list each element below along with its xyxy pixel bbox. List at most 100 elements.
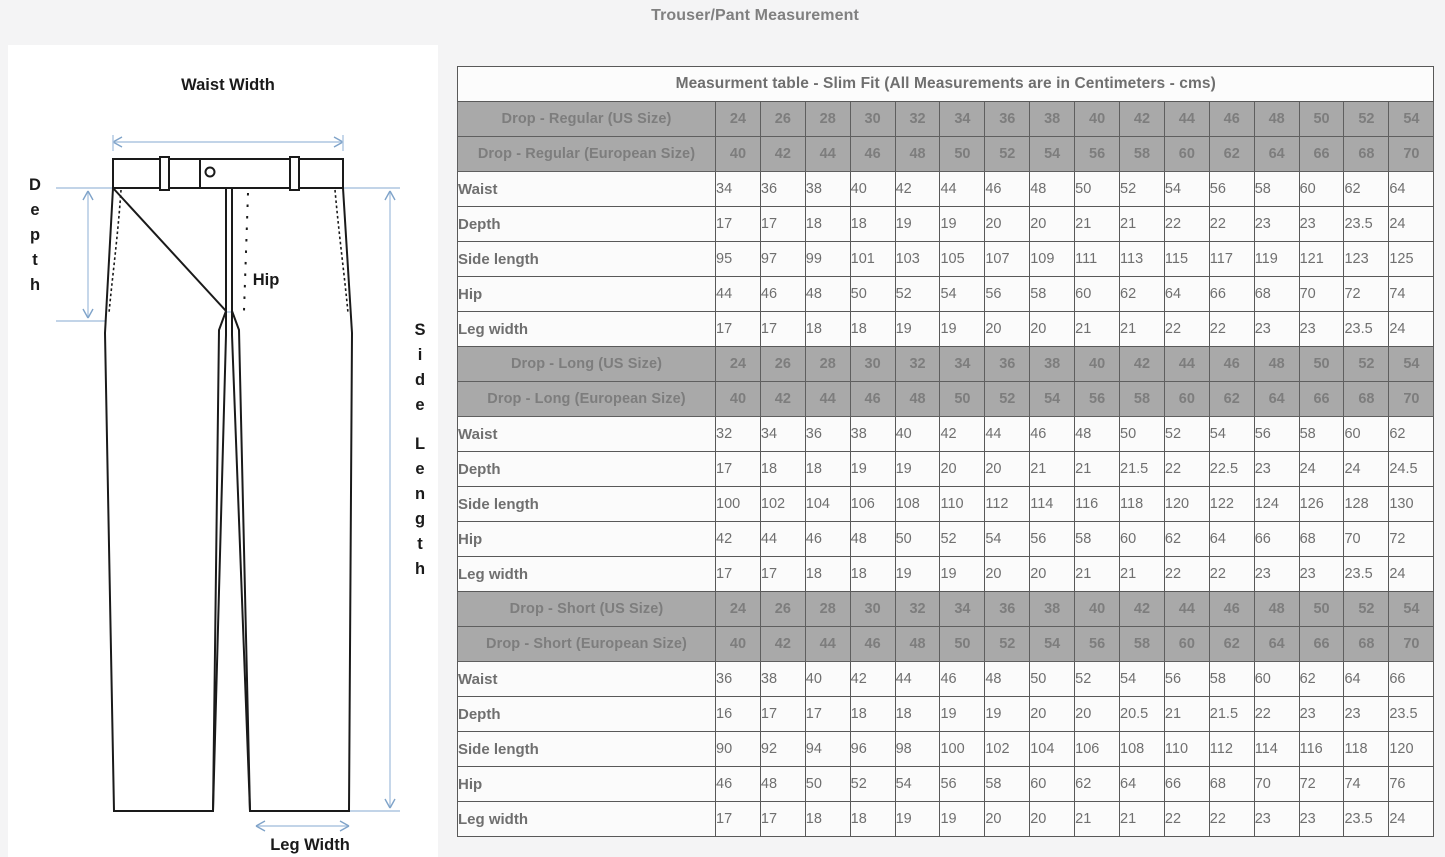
stacked-letter: g <box>415 510 425 528</box>
header-row-regular-us: Drop - Regular (US Size) 24 26 28 30 32 34 36 38… <box>457 101 1435 137</box>
header-size-cell: 54 <box>1388 101 1435 137</box>
header-size-cell: 54 <box>1029 136 1076 172</box>
measurement-cell: 112 <box>984 486 1031 522</box>
measurement-cell: 17 <box>759 206 806 242</box>
measurement-cell: 22 <box>1163 206 1210 242</box>
measurement-cell: 90 <box>715 731 761 767</box>
row-label: Hip <box>457 521 716 557</box>
header-size-cell: 40 <box>715 381 761 417</box>
measurement-cell: 19 <box>939 311 986 347</box>
measurement-cell: 104 <box>1029 731 1076 767</box>
measurement-cell: 101 <box>849 241 896 277</box>
measurement-cell: 95 <box>715 241 761 277</box>
table-row: Waist 32 34 36 38 40 42 44 46 48 50 52 54 56 58 60 62 <box>457 416 1435 452</box>
measurement-cell: 17 <box>715 206 761 242</box>
header-size-cell: 38 <box>1029 101 1076 137</box>
measurement-cell: 23.5 <box>1343 801 1390 837</box>
measurement-cell: 16 <box>715 696 761 732</box>
measurement-cell: 46 <box>1029 416 1076 452</box>
measurement-cell: 20 <box>939 451 986 487</box>
measurement-cell: 96 <box>849 731 896 767</box>
measurement-cell: 40 <box>804 661 851 697</box>
label-waist-width: Waist Width <box>181 76 275 94</box>
measurement-cell: 20 <box>1074 696 1121 732</box>
measurement-cell: 70 <box>1253 766 1300 802</box>
row-label: Leg width <box>457 801 716 837</box>
header-size-cell: 28 <box>804 591 851 627</box>
measurement-cell: 64 <box>1208 521 1255 557</box>
header-size-cell: 60 <box>1163 381 1210 417</box>
measurement-cell: 38 <box>804 171 851 207</box>
measurement-cell: 92 <box>759 731 806 767</box>
measurement-cell: 23 <box>1253 206 1300 242</box>
measurement-cell: 50 <box>1074 171 1121 207</box>
header-size-cell: 46 <box>1208 101 1255 137</box>
table-row: Waist 34 36 38 40 42 44 46 48 50 52 54 56 58 60 62 64 <box>457 171 1435 207</box>
measurement-cell: 68 <box>1253 276 1300 312</box>
page-title: Trouser/Pant Measurement <box>651 7 859 24</box>
measurement-cell: 62 <box>1298 661 1345 697</box>
row-label: Leg width <box>457 311 716 347</box>
header-size-cell: 46 <box>1208 591 1255 627</box>
row-label: Waist <box>457 171 716 207</box>
measurement-cell: 23 <box>1253 801 1300 837</box>
header-size-cell: 44 <box>1163 101 1210 137</box>
measurement-cell: 110 <box>1163 731 1210 767</box>
measurement-cell: 18 <box>759 451 806 487</box>
measurement-cell: 46 <box>984 171 1031 207</box>
header-size-cell: 34 <box>939 591 986 627</box>
measurement-cell: 19 <box>939 696 986 732</box>
measurement-cell: 44 <box>715 276 761 312</box>
header-size-cell: 50 <box>939 136 986 172</box>
table-row: Leg width 17 17 18 18 19 19 20 20 21 21 22 22 23 23 23.… <box>457 311 1435 347</box>
row-label: Hip <box>457 766 716 802</box>
measurement-cell: 18 <box>804 206 851 242</box>
measurement-cell: 50 <box>804 766 851 802</box>
header-size-cell: 40 <box>1074 346 1121 382</box>
measurement-cell: 21.5 <box>1119 451 1165 487</box>
measurement-cell: 21 <box>1074 801 1121 837</box>
measurement-cell: 23 <box>1253 556 1300 592</box>
stacked-letter: e <box>415 460 424 478</box>
measurement-cell: 60 <box>1298 171 1345 207</box>
table-row: Waist 36 38 40 42 44 46 48 50 52 54 56 58 60 62 64 66 <box>457 661 1435 697</box>
measurement-cell: 22 <box>1208 206 1255 242</box>
measurement-cell: 50 <box>1119 416 1165 452</box>
measurement-cell: 58 <box>984 766 1031 802</box>
measurement-cell: 66 <box>1208 276 1255 312</box>
measurement-cell: 21 <box>1029 451 1076 487</box>
measurement-cell: 44 <box>759 521 806 557</box>
measurement-cell: 100 <box>939 731 986 767</box>
button-icon <box>199 159 216 188</box>
measurement-cell: 70 <box>1298 276 1345 312</box>
measurement-cell: 98 <box>894 731 941 767</box>
table-row: Depth 17 17 18 18 19 19 20 20 21 21 22 22 23 23 23.5 24 <box>457 206 1435 242</box>
header-row-regular-eu: Drop - Regular (European Size) 40 42 44 46 48… <box>457 136 1435 172</box>
measurement-cell: 64 <box>1388 171 1435 207</box>
measurement-cell: 106 <box>849 486 896 522</box>
header-size-cell: 50 <box>1298 591 1345 627</box>
measurement-cell: 46 <box>939 661 986 697</box>
measurement-cell: 18 <box>804 311 851 347</box>
header-size-cell: 58 <box>1119 626 1165 662</box>
measurement-cell: 32 <box>715 416 761 452</box>
measurement-cell: 62 <box>1163 521 1210 557</box>
measurement-cell: 46 <box>804 521 851 557</box>
measurement-cell: 21 <box>1119 801 1165 837</box>
measurement-cell: 62 <box>1343 171 1390 207</box>
header-size-cell: 24 <box>715 591 761 627</box>
header-size-cell: 56 <box>1074 381 1121 417</box>
header-size-cell: 32 <box>894 591 941 627</box>
measurement-cell: 56 <box>1029 521 1076 557</box>
header-size-cell: 48 <box>1253 591 1300 627</box>
header-label: Drop - Short (European Size) <box>457 626 716 662</box>
measurement-cell: 48 <box>1074 416 1121 452</box>
measurement-cell: 46 <box>715 766 761 802</box>
table-row: Leg width 17 17 18 18 19 19 20 20 21 21 22 22 23 23 23.… <box>457 556 1435 592</box>
table-row: Hip 42 44 46 48 50 52 54 56 58 60 62 64 66 68 70 72 <box>457 521 1435 557</box>
stacked-letter: t <box>32 251 38 269</box>
measurement-cell: 72 <box>1343 276 1390 312</box>
header-size-cell: 40 <box>715 136 761 172</box>
pant-outline <box>103 158 354 812</box>
